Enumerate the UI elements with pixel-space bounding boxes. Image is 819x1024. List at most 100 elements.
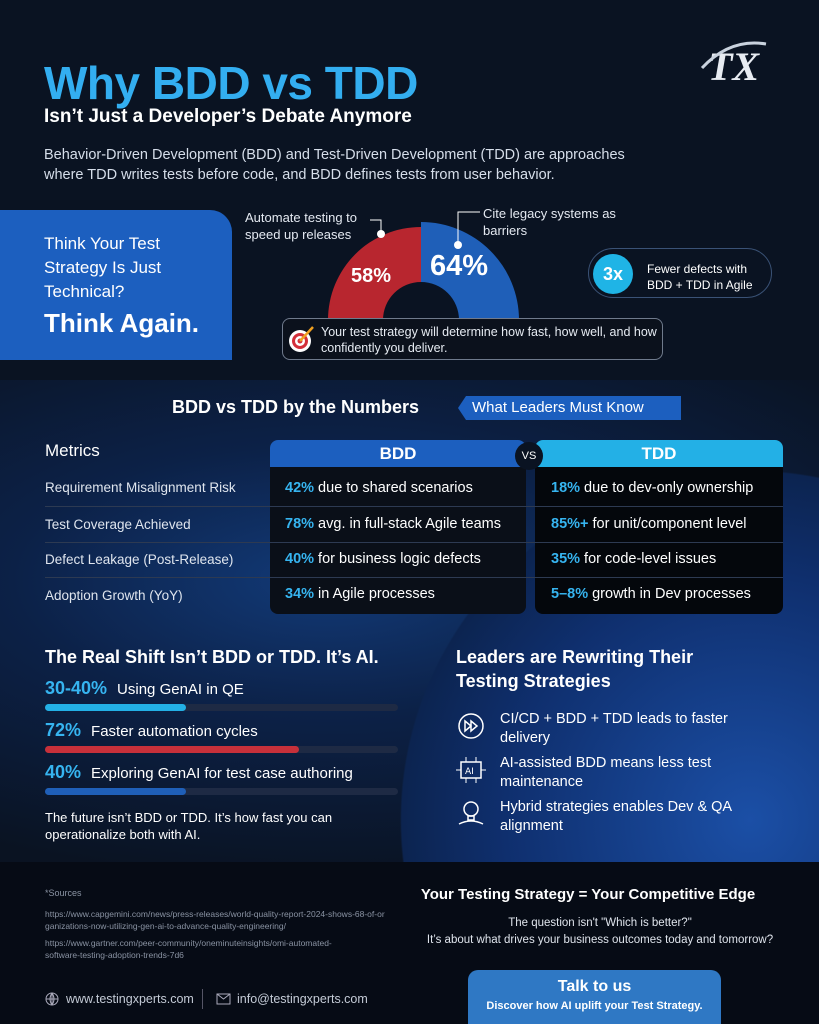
metrics-header: Metrics [45,441,100,460]
ai-bar-fill [45,788,187,795]
hero-answer: Think Again. [44,308,200,338]
metric-label: Test Coverage Achieved [45,517,191,532]
tdd-text: for code-level issues [580,551,717,567]
bdd-cell: 34% in Agile processes [285,586,435,602]
bdd-value: 42% [285,480,315,496]
bdd-text: avg. in full-stack Agile teams [314,516,502,532]
ai-stat: 30-40% Using GenAI in QE [45,678,244,699]
page-title: Why BDD vs TDD [44,57,418,109]
bdd-value: 78% [285,516,315,532]
tdd-value: 18% [551,480,581,496]
tdd-column [535,440,783,614]
tdd-cell: 35% for code-level issues [551,551,716,567]
ai-stat: 40% Exploring GenAI for test case authori… [45,762,353,783]
bdd-column [270,440,526,614]
defects-badge: 3x Fewer defects with BDD + TDD in Agile [588,248,772,298]
tdd-cell: 5–8% growth in Dev processes [551,586,751,602]
ai-stat-value: 30-40% [45,678,108,698]
bdd-text: in Agile processes [314,586,435,602]
tdd-value: 85%+ [551,516,589,532]
footer-divider [202,989,203,1009]
hero-question: Think Your Test Strategy Is Just Technic… [44,234,162,301]
stat-label-legacy: Cite legacy systems as barriers [483,206,616,238]
tdd-cell: 18% due to dev-only ownership [551,480,753,496]
mail-icon [216,993,231,1005]
ai-note: The future isn’t BDD or TDD. It’s how fa… [45,810,333,842]
tdd-value: 35% [551,551,581,567]
ai-stat-value: 72% [45,720,82,740]
page-subtitle: Isn’t Just a Developer’s Debate Anymore [44,106,412,127]
ai-stat: 72% Faster automation cycles [45,720,258,741]
row-divider [45,577,783,578]
ai-bar-track [45,788,398,795]
website-link[interactable]: www.testingxperts.com [66,992,194,1006]
bdd-text: for business logic defects [314,551,481,567]
ai-stat-label: Faster automation cycles [91,723,258,740]
metric-label: Requirement Misalignment Risk [45,480,236,495]
tdd-text: growth in Dev processes [588,586,751,602]
leader-item: AI-assisted BDD means less test maintena… [500,755,712,790]
tdd-text: due to dev-only ownership [580,480,754,496]
globe-icon [45,992,59,1006]
sources-label: *Sources [45,888,82,898]
metric-label: Adoption Growth (YoY) [45,588,183,603]
tdd-text: for unit/component level [588,516,747,532]
row-divider [45,506,783,507]
cta-title: Talk to us [557,978,632,995]
bdd-cell: 42% due to shared scenarios [285,480,473,496]
badge-value: 3x [593,254,633,294]
ai-stat-value: 40% [45,762,82,782]
metric-label: Defect Leakage (Post-Release) [45,552,234,567]
donut-slice-64 [421,222,519,320]
ai-chip-icon: AI [456,757,486,783]
numbers-title: BDD vs TDD by the Numbers [172,397,420,417]
ai-title: The Real Shift Isn’t BDD or TDD. It’s AI… [45,647,379,667]
donut-slice-58 [328,227,421,320]
ai-bar-track [45,746,398,753]
tdd-value: 5–8% [551,586,589,602]
stat-value-64: 64% [430,250,489,282]
email-link[interactable]: info@testingxperts.com [237,992,368,1006]
badge-text: Fewer defects with BDD + TDD in Agile [647,262,753,292]
cta-subtitle: Discover how AI uplift your Test Strateg… [486,1000,703,1012]
ai-stat-label: Using GenAI in QE [117,681,244,698]
hero-box: Think Your Test Strategy Is Just Technic… [0,210,232,360]
edge-title: Your Testing Strategy = Your Competitive… [420,886,756,903]
leader-dot [454,241,462,249]
stat-label-automate: Automate testing to speed up releases [245,210,358,242]
bdd-value: 40% [285,551,315,567]
intro-text: Behavior-Driven Development (BDD) and Te… [44,147,625,183]
source-link[interactable]: https://www.gartner.com/peer-community/o… [45,938,332,960]
donut-chart [328,211,519,320]
leader-item: CI/CD + BDD + TDD leads to faster delive… [500,711,728,746]
logo: TX [700,41,767,89]
ai-bar-fill [45,746,300,753]
numbers-tag: What Leaders Must Know [458,396,681,420]
callout-box: Your test strategy will determine how fa… [282,318,663,360]
ai-bar-track [45,704,398,711]
talk-to-us-button[interactable]: Talk to us Discover how AI uplift your T… [468,970,721,1024]
stat-value-58: 58% [351,265,392,287]
callout-text: Your test strategy will determine how fa… [321,325,657,355]
leader-line [370,211,480,245]
row-divider [45,542,783,543]
source-link[interactable]: https://www.capgemini.com/news/press-rel… [45,909,385,931]
fast-forward-icon [458,713,484,739]
lightbulb-icon [458,801,484,825]
bdd-header: BDD [270,440,526,467]
tdd-header: TDD [535,440,783,467]
leader-item: Hybrid strategies enables Dev & QA align… [500,799,732,834]
bdd-cell: 40% for business logic defects [285,551,481,567]
leaders-title: Leaders are Rewriting Their Testing Stra… [456,647,694,691]
edge-line-2: It’s about what drives your business out… [426,934,774,946]
svg-text:TX: TX [708,44,760,89]
svg-text:AI: AI [465,767,474,777]
bdd-value: 34% [285,586,315,602]
vs-badge: VS [515,442,543,470]
edge-line-1: The question isn't "Which is better?" [508,917,692,929]
ai-stat-label: Exploring GenAI for test case authoring [91,765,353,782]
target-icon [289,326,314,352]
bdd-text: due to shared scenarios [314,480,473,496]
ai-bar-fill [45,704,187,711]
tdd-cell: 85%+ for unit/component level [551,516,746,532]
